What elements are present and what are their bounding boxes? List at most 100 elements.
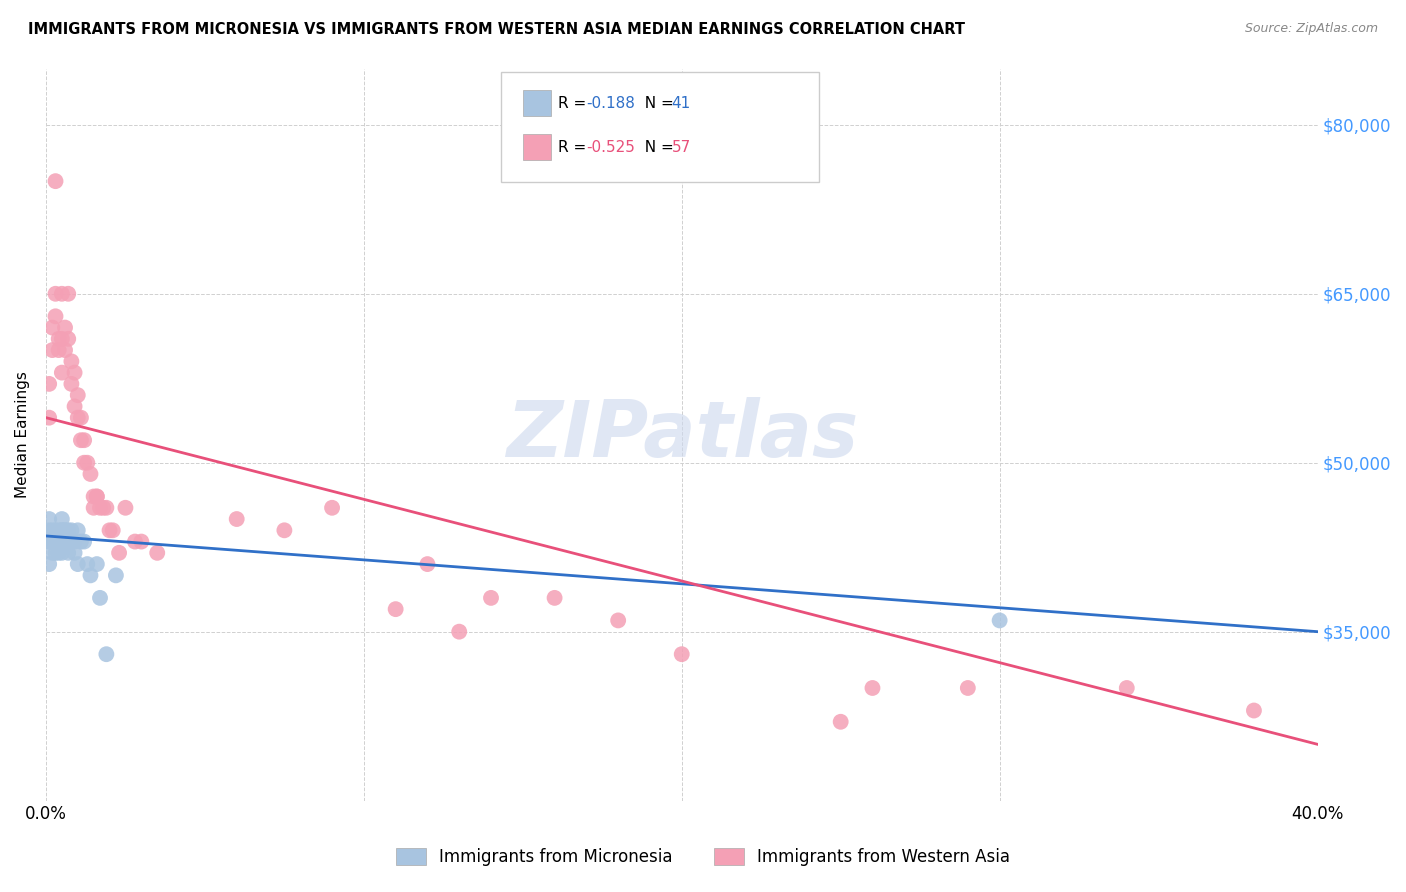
Point bbox=[58, 524, 80, 538]
Text: R =: R = bbox=[558, 96, 592, 112]
Point bbox=[44, 286, 66, 301]
Point bbox=[79, 467, 101, 481]
Text: R =: R = bbox=[558, 140, 592, 155]
Text: -0.525: -0.525 bbox=[586, 140, 636, 155]
Point bbox=[53, 343, 76, 357]
Point bbox=[51, 524, 73, 538]
Point bbox=[66, 524, 89, 538]
Point bbox=[38, 557, 60, 571]
Point bbox=[66, 557, 89, 571]
Y-axis label: Median Earnings: Median Earnings bbox=[15, 371, 30, 498]
Point bbox=[53, 524, 76, 538]
Point bbox=[53, 320, 76, 334]
Point bbox=[108, 546, 131, 560]
Point bbox=[416, 557, 439, 571]
Text: 57: 57 bbox=[672, 140, 690, 155]
Point bbox=[73, 534, 96, 549]
Point bbox=[91, 500, 114, 515]
Point bbox=[51, 524, 73, 538]
Point bbox=[479, 591, 502, 605]
Text: -0.188: -0.188 bbox=[586, 96, 636, 112]
Point bbox=[48, 332, 70, 346]
Point bbox=[449, 624, 471, 639]
Point bbox=[51, 332, 73, 346]
Point bbox=[862, 681, 884, 695]
Point bbox=[41, 546, 63, 560]
Point bbox=[1243, 704, 1265, 718]
Point bbox=[41, 343, 63, 357]
Point bbox=[1115, 681, 1137, 695]
Point bbox=[53, 534, 76, 549]
Point bbox=[38, 534, 60, 549]
Point bbox=[38, 376, 60, 391]
Point bbox=[41, 534, 63, 549]
Point bbox=[321, 500, 343, 515]
Point bbox=[48, 343, 70, 357]
Point bbox=[41, 320, 63, 334]
Point bbox=[41, 534, 63, 549]
Point bbox=[44, 534, 66, 549]
Point bbox=[60, 524, 83, 538]
Point bbox=[51, 286, 73, 301]
Point bbox=[70, 433, 93, 447]
FancyBboxPatch shape bbox=[523, 135, 551, 160]
Point bbox=[956, 681, 979, 695]
Point bbox=[66, 388, 89, 402]
Point bbox=[543, 591, 565, 605]
Point bbox=[44, 524, 66, 538]
Text: Source: ZipAtlas.com: Source: ZipAtlas.com bbox=[1244, 22, 1378, 36]
Point bbox=[225, 512, 247, 526]
Point bbox=[48, 546, 70, 560]
Point bbox=[48, 534, 70, 549]
Point bbox=[98, 524, 121, 538]
Point bbox=[51, 546, 73, 560]
Point bbox=[60, 354, 83, 368]
Point bbox=[44, 174, 66, 188]
Point bbox=[830, 714, 852, 729]
Point bbox=[44, 534, 66, 549]
Point bbox=[89, 500, 111, 515]
Point bbox=[671, 647, 693, 661]
Point bbox=[58, 286, 80, 301]
Text: IMMIGRANTS FROM MICRONESIA VS IMMIGRANTS FROM WESTERN ASIA MEDIAN EARNINGS CORRE: IMMIGRANTS FROM MICRONESIA VS IMMIGRANTS… bbox=[28, 22, 965, 37]
Point bbox=[48, 524, 70, 538]
Point bbox=[146, 546, 169, 560]
Point bbox=[114, 500, 136, 515]
Point bbox=[83, 490, 105, 504]
Text: N =: N = bbox=[634, 140, 678, 155]
Point bbox=[86, 490, 108, 504]
Text: N =: N = bbox=[634, 96, 678, 112]
FancyBboxPatch shape bbox=[501, 72, 820, 182]
Point bbox=[63, 546, 86, 560]
Point bbox=[53, 524, 76, 538]
Point bbox=[607, 614, 630, 628]
Point bbox=[38, 410, 60, 425]
Point bbox=[66, 410, 89, 425]
Point bbox=[89, 591, 111, 605]
FancyBboxPatch shape bbox=[523, 90, 551, 116]
Legend: Immigrants from Micronesia, Immigrants from Western Asia: Immigrants from Micronesia, Immigrants f… bbox=[387, 840, 1019, 875]
Point bbox=[38, 512, 60, 526]
Point bbox=[384, 602, 406, 616]
Point bbox=[73, 433, 96, 447]
Text: ZIPatlas: ZIPatlas bbox=[506, 397, 858, 473]
Point bbox=[73, 456, 96, 470]
Point bbox=[63, 534, 86, 549]
Point bbox=[70, 534, 93, 549]
Point bbox=[131, 534, 153, 549]
Point bbox=[51, 534, 73, 549]
Point bbox=[51, 366, 73, 380]
Point bbox=[988, 614, 1011, 628]
Point bbox=[41, 524, 63, 538]
Point bbox=[96, 500, 118, 515]
Point bbox=[70, 410, 93, 425]
Point bbox=[38, 524, 60, 538]
Point bbox=[101, 524, 124, 538]
Point bbox=[79, 568, 101, 582]
Point bbox=[83, 500, 105, 515]
Point bbox=[44, 546, 66, 560]
Point bbox=[96, 647, 118, 661]
Point bbox=[63, 366, 86, 380]
Point bbox=[76, 557, 98, 571]
Point bbox=[44, 310, 66, 324]
